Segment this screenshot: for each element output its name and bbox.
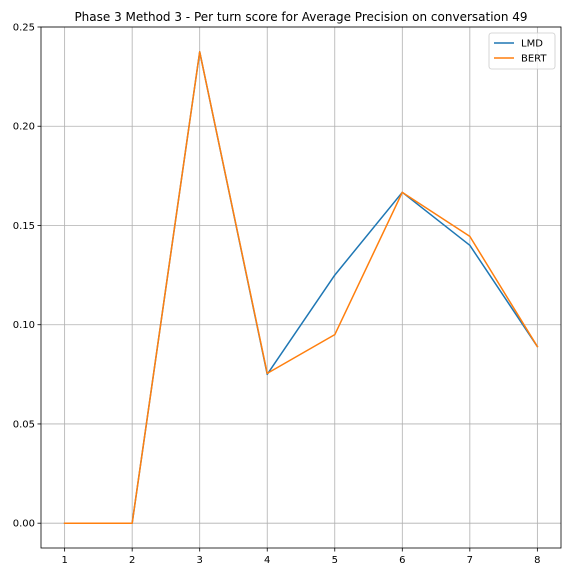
plot-area-frame [40, 26, 562, 549]
x-tick-label: 2 [129, 555, 135, 566]
grid [41, 26, 561, 548]
series-lines [63, 51, 539, 524]
x-tick-label: 8 [534, 555, 540, 566]
x-tick-label: 7 [467, 555, 473, 566]
series-line-bert [63, 51, 539, 524]
legend-label-bert: BERT [521, 54, 547, 65]
y-tick-label: 0.20 [13, 122, 35, 133]
x-tick-label: 3 [197, 555, 203, 566]
legend-label-lmd: LMD [521, 39, 543, 50]
chart-title: Phase 3 Method 3 - Per turn score for Av… [74, 10, 527, 24]
y-tick-label: 0.05 [13, 419, 35, 430]
y-axis-ticks: 0.00 0.05 0.10 0.15 0.20 0.25 [13, 23, 41, 530]
x-tick-label: 6 [399, 555, 405, 566]
x-axis-ticks: 1 2 3 4 5 6 7 8 [61, 548, 541, 566]
legend-box [488, 32, 556, 70]
x-tick-label: 4 [264, 555, 270, 566]
x-tick-label: 5 [332, 555, 338, 566]
x-tick-label: 1 [61, 555, 67, 566]
series-line-lmd [63, 51, 539, 524]
y-tick-label: 0.10 [13, 320, 35, 331]
y-tick-label: 0.15 [13, 221, 35, 232]
y-tick-label: 0.00 [13, 519, 35, 530]
legend: LMD BERT [488, 32, 556, 70]
y-tick-label: 0.25 [13, 23, 35, 34]
